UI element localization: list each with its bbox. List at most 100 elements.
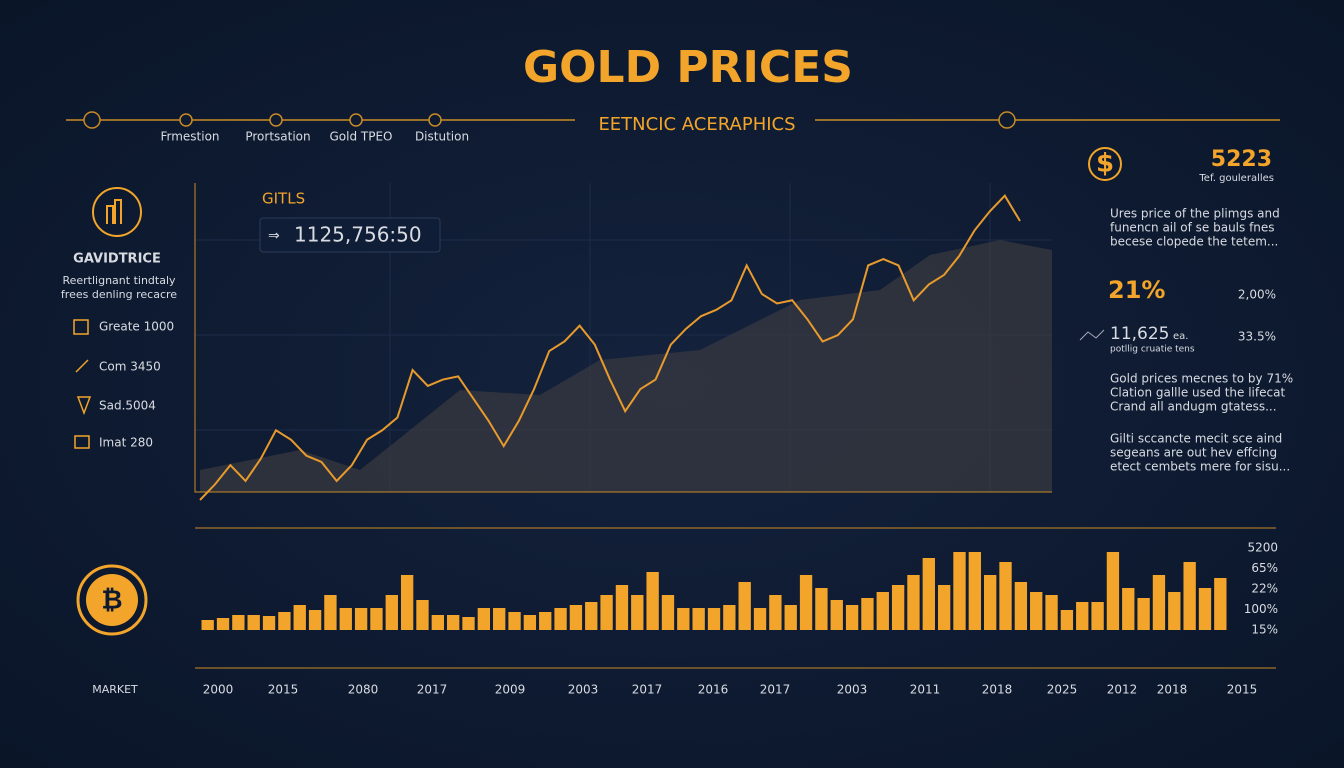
title: GOLD PRICES bbox=[523, 42, 853, 93]
x-label: 2003 bbox=[568, 683, 599, 697]
bar bbox=[631, 595, 644, 630]
bar bbox=[493, 608, 506, 630]
x-label: 2018 bbox=[982, 683, 1013, 697]
bar bbox=[769, 595, 782, 630]
bar bbox=[232, 615, 245, 630]
nav-item[interactable]: Frmestion bbox=[160, 130, 219, 144]
nav-item[interactable]: Gold TPEO bbox=[330, 130, 393, 144]
x-label: 2012 bbox=[1107, 683, 1138, 697]
bar bbox=[1198, 588, 1212, 630]
bar bbox=[615, 585, 629, 630]
trend-icon bbox=[1079, 329, 1105, 341]
bar bbox=[585, 602, 598, 630]
note: Ures price of the plimgs and bbox=[1110, 207, 1280, 221]
bar bbox=[707, 608, 721, 630]
bar bbox=[738, 582, 751, 630]
stat-side: 2,00% bbox=[1238, 288, 1276, 302]
x-label: 2018 bbox=[1157, 683, 1188, 697]
bar bbox=[1214, 578, 1227, 630]
bar bbox=[400, 575, 414, 630]
bar bbox=[1030, 592, 1043, 630]
sidebar-desc: Reertlignant tindtaly bbox=[62, 274, 176, 287]
x-label: 2015 bbox=[1227, 683, 1258, 697]
bar bbox=[646, 572, 659, 630]
bar bbox=[1152, 575, 1166, 630]
bar bbox=[462, 617, 475, 630]
bar bbox=[247, 615, 260, 630]
value-label: 1125,756:50 bbox=[294, 223, 422, 247]
dollar-icon: $ bbox=[1096, 149, 1114, 179]
sidebar-item[interactable]: Imat 280 bbox=[99, 436, 153, 450]
sidebar-footer: MARKET bbox=[92, 683, 138, 696]
bar bbox=[1183, 562, 1196, 630]
bar bbox=[999, 562, 1012, 630]
price-line bbox=[199, 194, 1021, 501]
arrow: ⇒ bbox=[268, 228, 280, 244]
icon bbox=[92, 187, 142, 237]
bar bbox=[308, 610, 322, 630]
bar bbox=[354, 608, 368, 630]
bar bbox=[907, 575, 920, 630]
bar bbox=[554, 608, 567, 630]
bar bbox=[385, 595, 398, 630]
coin-icon bbox=[86, 574, 138, 626]
note: becese clopede the tetem... bbox=[1110, 235, 1278, 249]
sidebar-icons bbox=[73, 319, 92, 449]
bar bbox=[1076, 602, 1089, 630]
bar bbox=[1091, 602, 1104, 630]
sidebar-item[interactable]: Greate 1000 bbox=[99, 320, 174, 334]
stat-note: potllig cruatie tens bbox=[1110, 345, 1195, 355]
bar bbox=[1122, 588, 1135, 630]
bar bbox=[293, 605, 306, 630]
bar bbox=[324, 595, 337, 630]
note: Crand all andugm gtatess... bbox=[1110, 400, 1277, 414]
bar bbox=[216, 618, 230, 630]
nav-item[interactable]: Prortsation bbox=[245, 130, 310, 144]
bar bbox=[1168, 592, 1181, 630]
bar bbox=[876, 592, 889, 630]
icon bbox=[106, 199, 122, 224]
sidebar-title: GAVIDTRICE bbox=[73, 252, 161, 267]
headline-note: Tef. gouleralles bbox=[1198, 173, 1274, 184]
x-label: 2009 bbox=[495, 683, 526, 697]
right-label: 65% bbox=[1251, 561, 1278, 575]
note: Gold prices mecnes to by 71% bbox=[1110, 372, 1293, 386]
sidebar-item[interactable]: Sad.5004 bbox=[99, 399, 156, 413]
stat: 21% bbox=[1108, 276, 1165, 304]
nav-item[interactable]: Distution bbox=[415, 130, 469, 144]
bar bbox=[262, 616, 276, 630]
bar bbox=[692, 608, 705, 630]
x-label: 2015 bbox=[268, 683, 299, 697]
bar bbox=[523, 615, 537, 630]
value-box bbox=[259, 217, 441, 253]
bar bbox=[477, 608, 491, 630]
sidebar-item[interactable]: Com 3450 bbox=[99, 360, 161, 374]
bar bbox=[416, 600, 429, 630]
chart-frame bbox=[194, 183, 1052, 493]
x-label: 2000 bbox=[203, 683, 234, 697]
x-label: 2017 bbox=[417, 683, 448, 697]
chart-label: GITLS bbox=[262, 190, 305, 208]
bar bbox=[984, 575, 997, 630]
bar bbox=[539, 612, 552, 630]
x-label: 2011 bbox=[910, 683, 941, 697]
bar bbox=[937, 585, 951, 630]
subtitle: EETNCIC ACERAPHICS bbox=[598, 114, 795, 135]
x-label: 2016 bbox=[698, 683, 729, 697]
shaded-area bbox=[200, 240, 1052, 492]
bar bbox=[799, 575, 813, 630]
bar bbox=[446, 615, 460, 630]
stat-side: 33.5% bbox=[1238, 330, 1276, 344]
right-label: 22% bbox=[1251, 582, 1278, 596]
headline: 5223 bbox=[1211, 147, 1272, 172]
bar bbox=[922, 558, 935, 630]
bar bbox=[1137, 598, 1150, 630]
coin-icon bbox=[76, 564, 148, 636]
x-label: 2017 bbox=[632, 683, 663, 697]
note: etect cembets mere for sisu... bbox=[1110, 460, 1290, 474]
x-label: 2017 bbox=[760, 683, 791, 697]
dollar-icon bbox=[1088, 147, 1122, 181]
bar bbox=[1060, 610, 1074, 630]
bar bbox=[1014, 582, 1028, 630]
